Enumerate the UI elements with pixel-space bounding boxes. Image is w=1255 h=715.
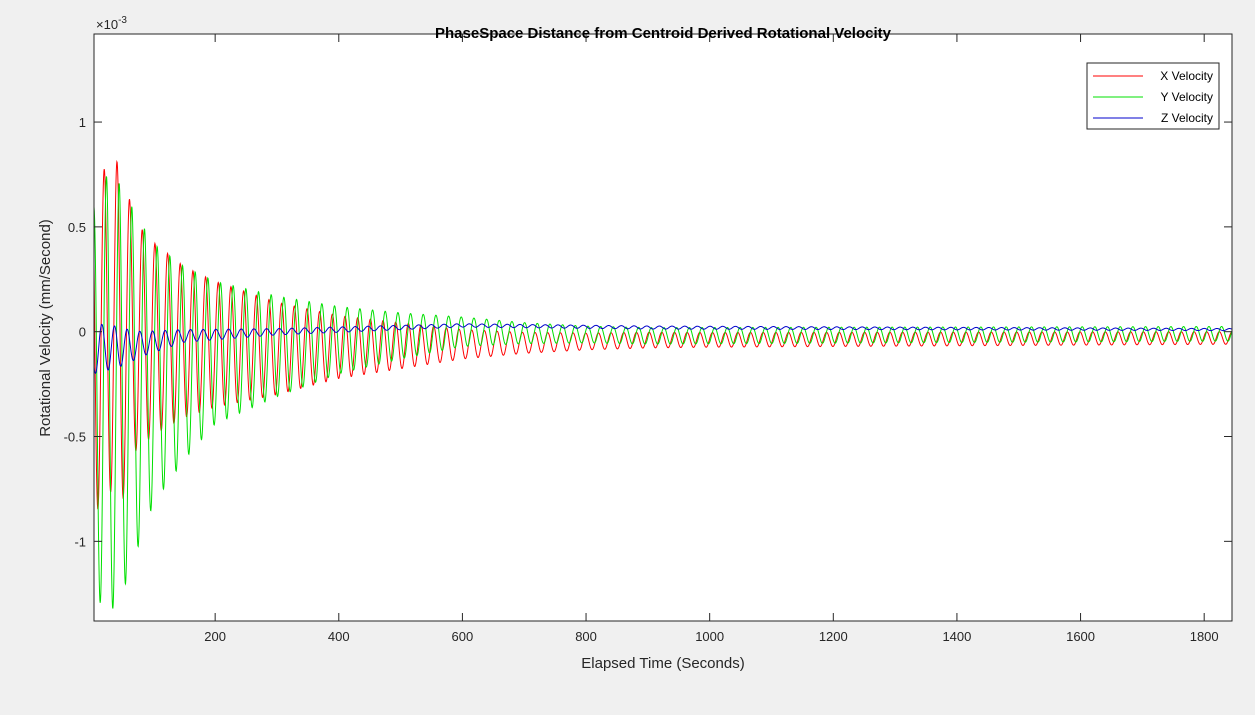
y-exponent-label: ×10-3 bbox=[96, 15, 127, 32]
axes-box bbox=[93, 33, 1233, 622]
x-tick-label: 1200 bbox=[819, 629, 848, 644]
x-tick-label: 200 bbox=[204, 629, 226, 644]
x-tick-label: 600 bbox=[452, 629, 474, 644]
series-line-x-velocity bbox=[93, 159, 1233, 510]
y-tick-label: -1 bbox=[74, 534, 86, 549]
y-tick-label: 0.5 bbox=[68, 220, 86, 235]
series-line-z-velocity bbox=[93, 323, 1233, 374]
series-line-y-velocity bbox=[93, 176, 1233, 609]
chart-title: PhaseSpace Distance from Centroid Derive… bbox=[435, 25, 892, 42]
y-tick-label: 1 bbox=[79, 115, 86, 130]
series-layer bbox=[93, 159, 1233, 609]
legend-entry-label: Y Velocity bbox=[1161, 90, 1213, 104]
x-tick-label: 1600 bbox=[1066, 629, 1095, 644]
x-tick-label: 1800 bbox=[1190, 629, 1219, 644]
x-tick-label: 1000 bbox=[695, 629, 724, 644]
ticks-layer: 200 400 600 800 1000 1200 1400 1600 1800 -1 -0.5 0 0… bbox=[64, 34, 1232, 644]
y-exponent-power: -3 bbox=[118, 15, 127, 26]
x-tick-label: 800 bbox=[575, 629, 597, 644]
y-tick-label: 0 bbox=[79, 325, 86, 340]
x-tick-label: 1400 bbox=[942, 629, 971, 644]
y-exponent-base: ×10 bbox=[96, 17, 118, 32]
legend[interactable]: X Velocity Y Velocity Z Velocity bbox=[1086, 62, 1220, 130]
y-tick-label: -0.5 bbox=[64, 430, 86, 445]
legend-entry-label: Z Velocity bbox=[1161, 111, 1213, 125]
y-axis-label: Rotational Velocity (mm/Second) bbox=[37, 219, 54, 437]
legend-entry-label: X Velocity bbox=[1160, 69, 1213, 83]
x-axis-label: Elapsed Time (Seconds) bbox=[581, 655, 744, 672]
x-tick-label: 400 bbox=[328, 629, 350, 644]
